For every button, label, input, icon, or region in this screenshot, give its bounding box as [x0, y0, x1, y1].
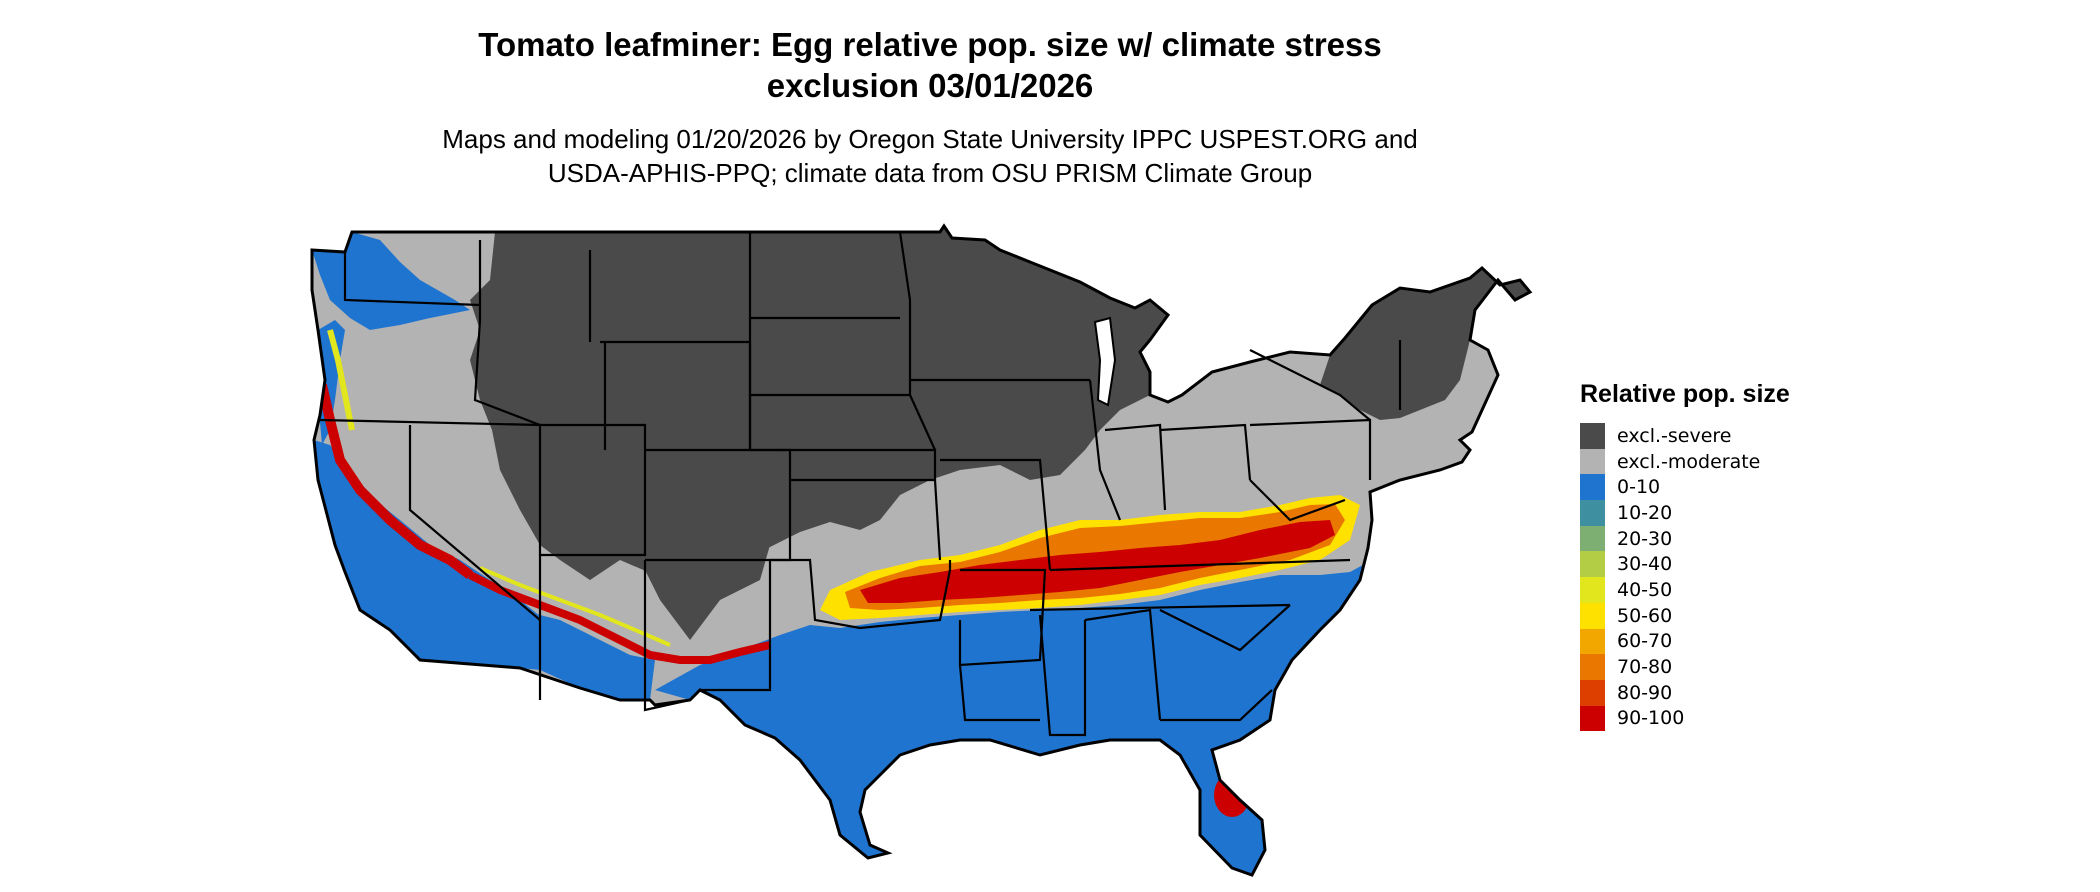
legend-label: 30-40	[1617, 553, 1673, 576]
border-mo	[940, 458, 1052, 571]
legend-item: 60-70	[1580, 628, 1790, 655]
legend-swatch	[1580, 577, 1605, 603]
border-wv-va	[1249, 479, 1346, 522]
legend: Relative pop. size excl.-severe excl.-mod…	[1580, 380, 1790, 732]
region-blue-gulf-south	[655, 520, 1372, 875]
map-subtitle-line-1: Maps and modeling 01/20/2026 by Oregon S…	[442, 124, 1418, 154]
map-subtitle-line-2: USDA-APHIS-PPQ; climate data from OSU PR…	[547, 158, 1313, 188]
region-band-red	[860, 520, 1335, 603]
border-la	[958, 664, 1040, 722]
border-ms-al	[1038, 614, 1087, 737]
border-ut	[538, 423, 647, 700]
region-blue-pacific-northwest	[312, 232, 470, 330]
legend-swatch	[1580, 423, 1605, 449]
legend-swatch	[1580, 679, 1605, 706]
border-tn-s	[1029, 603, 1291, 612]
border-ne	[748, 395, 937, 480]
legend-swatch	[1580, 654, 1605, 680]
border-sc-nc	[1159, 604, 1291, 652]
legend-title: Relative pop. size	[1580, 380, 1790, 408]
legend-item: 10-20	[1580, 500, 1790, 526]
state-borders	[319, 231, 1402, 737]
lake-michigan	[1093, 316, 1117, 407]
legend-label: 90-100	[1617, 707, 1685, 730]
legend-label: 80-90	[1617, 681, 1673, 704]
border-ar	[958, 568, 1047, 667]
border-mn-w	[898, 231, 937, 451]
border-wa-or	[343, 252, 481, 307]
legend-swatch	[1580, 602, 1605, 629]
legend-item: 30-40	[1580, 551, 1790, 578]
region-sw-warm	[468, 571, 771, 664]
border-co	[645, 448, 792, 562]
region-excl-severe-michigan	[1040, 298, 1160, 345]
legend-label: 10-20	[1617, 501, 1673, 524]
legend-label: 70-80	[1617, 656, 1673, 679]
legend-item: 0-10	[1580, 474, 1790, 501]
legend-item: 20-30	[1580, 525, 1790, 552]
map-title-line-1: Tomato leafminer: Egg relative pop. size…	[478, 26, 1382, 63]
legend-swatch	[1580, 551, 1605, 578]
region-excl-severe-colorado	[630, 450, 800, 640]
legend-swatch	[1580, 474, 1605, 501]
legend-label: excl.-moderate	[1617, 450, 1761, 473]
legend-label: 0-10	[1617, 476, 1661, 499]
border-al-ga	[1084, 608, 1162, 721]
legend-swatch	[1580, 628, 1605, 655]
region-ca-coast-yellow	[327, 329, 355, 431]
legend-swatch	[1580, 705, 1605, 732]
legend-item: 50-60	[1580, 602, 1790, 629]
legend-item: excl.-severe	[1580, 423, 1790, 449]
legend-label: 20-30	[1617, 527, 1673, 550]
map-title: Tomato leafminer: Egg relative pop. size…	[0, 24, 1860, 106]
border-id	[473, 240, 541, 427]
legend-item: 80-90	[1580, 679, 1790, 706]
legend-swatch	[1580, 525, 1605, 552]
region-ca-coast-warm	[317, 383, 473, 579]
legend-item: 40-50	[1580, 577, 1790, 603]
legend-swatch	[1580, 448, 1605, 475]
border-tn-ky	[1049, 558, 1351, 572]
border-ga-fl	[1160, 689, 1273, 722]
border-ny	[1249, 349, 1371, 421]
us-map	[310, 224, 1532, 877]
legend-items: excl.-severe excl.-moderate 0-10 10-20 20-30…	[1580, 423, 1790, 732]
legend-item: 90-100	[1580, 705, 1790, 732]
region-blue-arizona	[520, 610, 655, 700]
map-title-line-2: exclusion 03/01/2026	[766, 67, 1094, 104]
map-subtitle: Maps and modeling 01/20/2026 by Oregon S…	[0, 122, 1860, 190]
border-ks	[790, 478, 942, 561]
legend-label: 60-70	[1617, 630, 1673, 653]
border-ca-nv	[408, 425, 541, 621]
legend-label: 50-60	[1617, 604, 1673, 627]
legend-item: excl.-moderate	[1580, 448, 1790, 475]
map-fill-layer	[312, 226, 1530, 875]
border-il	[1088, 379, 1122, 521]
border-in	[1104, 423, 1167, 511]
legend-label: 40-50	[1617, 578, 1673, 601]
border-ok	[770, 558, 952, 630]
legend-label: excl.-severe	[1617, 424, 1732, 447]
legend-swatch	[1580, 500, 1605, 526]
border-oh	[1159, 423, 1252, 481]
legend-item: 70-80	[1580, 654, 1790, 680]
